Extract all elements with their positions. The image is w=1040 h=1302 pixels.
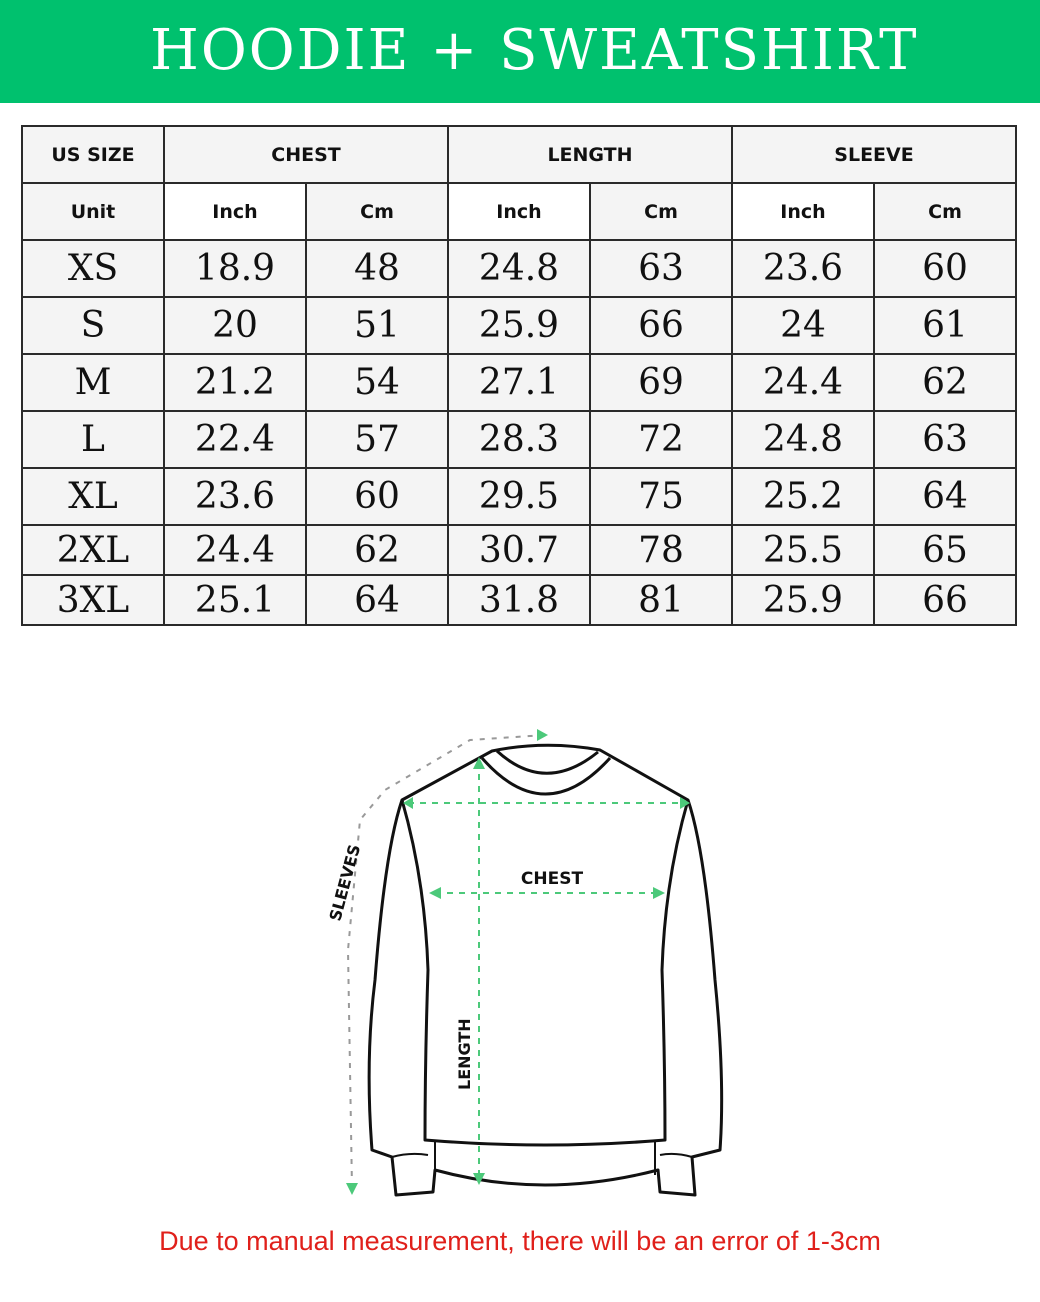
measurement-cell: 24.4 — [163, 524, 307, 576]
sweatshirt-outline — [367, 743, 724, 1197]
measurement-cell: 66 — [589, 296, 733, 355]
measurement-arrows — [346, 729, 690, 1195]
measurement-cell: 27.1 — [447, 353, 591, 412]
unit-chest-inch: Inch — [163, 182, 307, 241]
measurement-cell: 24.4 — [731, 353, 875, 412]
measurement-cell: 60 — [873, 239, 1017, 298]
table-row: XL 23.6 60 29.5 75 25.2 64 — [21, 467, 1017, 526]
size-cell: M — [21, 353, 165, 412]
measurement-cell: 24.8 — [447, 239, 591, 298]
measurement-cell: 66 — [873, 574, 1017, 626]
unit-label: Unit — [21, 182, 165, 241]
header-sleeve: SLEEVE — [731, 125, 1017, 184]
measurement-cell: 75 — [589, 467, 733, 526]
measurement-cell: 25.1 — [163, 574, 307, 626]
header-chest: CHEST — [163, 125, 449, 184]
measurement-cell: 63 — [873, 410, 1017, 469]
measurement-cell: 62 — [305, 524, 449, 576]
measurement-cell: 64 — [873, 467, 1017, 526]
size-cell: XL — [21, 467, 165, 526]
header-length: LENGTH — [447, 125, 733, 184]
table-row: L 22.4 57 28.3 72 24.8 63 — [21, 410, 1017, 469]
sweatshirt-diagram: CHEST LENGTH SLEEVES — [326, 729, 724, 1197]
measurement-lines — [346, 734, 685, 1189]
measurement-cell: 65 — [873, 524, 1017, 576]
size-cell: 3XL — [21, 574, 165, 626]
measurement-cell: 25.5 — [731, 524, 875, 576]
measurement-cell: 28.3 — [447, 410, 591, 469]
measurement-cell: 78 — [589, 524, 733, 576]
title-banner: HOODIE + SWEATSHIRT — [0, 0, 1040, 103]
unit-sleeve-inch: Inch — [731, 182, 875, 241]
table-row: M 21.2 54 27.1 69 24.4 62 — [21, 353, 1017, 412]
measurement-cell: 72 — [589, 410, 733, 469]
measurement-cell: 62 — [873, 353, 1017, 412]
measurement-cell: 48 — [305, 239, 449, 298]
unit-length-cm: Cm — [589, 182, 733, 241]
measurement-cell: 54 — [305, 353, 449, 412]
page-title: HOODIE + SWEATSHIRT — [150, 18, 919, 83]
measurement-cell: 24.8 — [731, 410, 875, 469]
table-row: 2XL 24.4 62 30.7 78 25.5 65 — [21, 524, 1017, 576]
measurement-cell: 31.8 — [447, 574, 591, 626]
measurement-note: Due to manual measurement, there will be… — [159, 1226, 881, 1256]
measurement-cell: 23.6 — [731, 239, 875, 298]
size-chart-table: US SIZE CHEST LENGTH SLEEVE Unit Inch Cm… — [21, 125, 1017, 626]
length-label: LENGTH — [455, 1018, 474, 1090]
table-row: S 20 51 25.9 66 24 61 — [21, 296, 1017, 355]
measurement-cell: 30.7 — [447, 524, 591, 576]
measurement-cell: 64 — [305, 574, 449, 626]
measurement-cell: 22.4 — [163, 410, 307, 469]
unit-chest-cm: Cm — [305, 182, 449, 241]
measurement-cell: 25.9 — [447, 296, 591, 355]
measurement-cell: 81 — [589, 574, 733, 626]
table-row: XS 18.9 48 24.8 63 23.6 60 — [21, 239, 1017, 298]
measurement-cell: 25.9 — [731, 574, 875, 626]
measurement-cell: 61 — [873, 296, 1017, 355]
measurement-cell: 20 — [163, 296, 307, 355]
measurement-cell: 57 — [305, 410, 449, 469]
table-row: 3XL 25.1 64 31.8 81 25.9 66 — [21, 574, 1017, 626]
measurement-cell: 24 — [731, 296, 875, 355]
measurement-cell: 23.6 — [163, 467, 307, 526]
size-cell: XS — [21, 239, 165, 298]
measurement-cell: 63 — [589, 239, 733, 298]
measurement-cell: 69 — [589, 353, 733, 412]
size-cell: L — [21, 410, 165, 469]
measurement-cell: 29.5 — [447, 467, 591, 526]
chest-label: CHEST — [521, 869, 584, 889]
size-cell: S — [21, 296, 165, 355]
size-cell: 2XL — [21, 524, 165, 576]
measurement-cell: 60 — [305, 467, 449, 526]
sleeves-label: SLEEVES — [326, 842, 365, 923]
unit-length-inch: Inch — [447, 182, 591, 241]
measurement-cell: 18.9 — [163, 239, 307, 298]
measurement-cell: 51 — [305, 296, 449, 355]
measurement-cell: 21.2 — [163, 353, 307, 412]
measurement-cell: 25.2 — [731, 467, 875, 526]
unit-sleeve-cm: Cm — [873, 182, 1017, 241]
header-us-size: US SIZE — [21, 125, 165, 184]
